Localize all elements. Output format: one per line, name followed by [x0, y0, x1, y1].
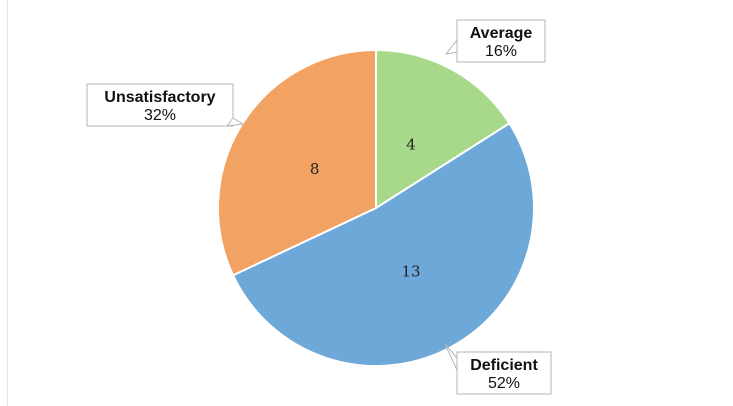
- frame-divider: [7, 0, 8, 406]
- pie-slice-deficient: [231, 121, 535, 367]
- slice-value-deficient: 13: [401, 263, 420, 281]
- callout-label: Deficient: [470, 357, 538, 374]
- callout-label: Unsatisfactory: [104, 89, 215, 106]
- callout-box: [86, 83, 234, 127]
- callout-percent: 16%: [485, 43, 517, 60]
- pie-slice-average: [375, 48, 511, 210]
- callout-pointer: [444, 38, 458, 55]
- callout-pointer: [225, 117, 245, 127]
- callout-box: [456, 19, 546, 63]
- callout-percent: 52%: [488, 375, 520, 392]
- slice-value-labels: 4 13 8: [310, 135, 421, 280]
- callout-pointer: [444, 343, 458, 371]
- slice-value-unsatisfactory: 8: [310, 160, 320, 178]
- callout-box: [456, 351, 552, 395]
- callout-percent: 32%: [144, 107, 176, 124]
- callout-label: Average: [470, 25, 533, 42]
- pie-slices: [217, 48, 535, 367]
- slice-value-average: 4: [406, 135, 416, 153]
